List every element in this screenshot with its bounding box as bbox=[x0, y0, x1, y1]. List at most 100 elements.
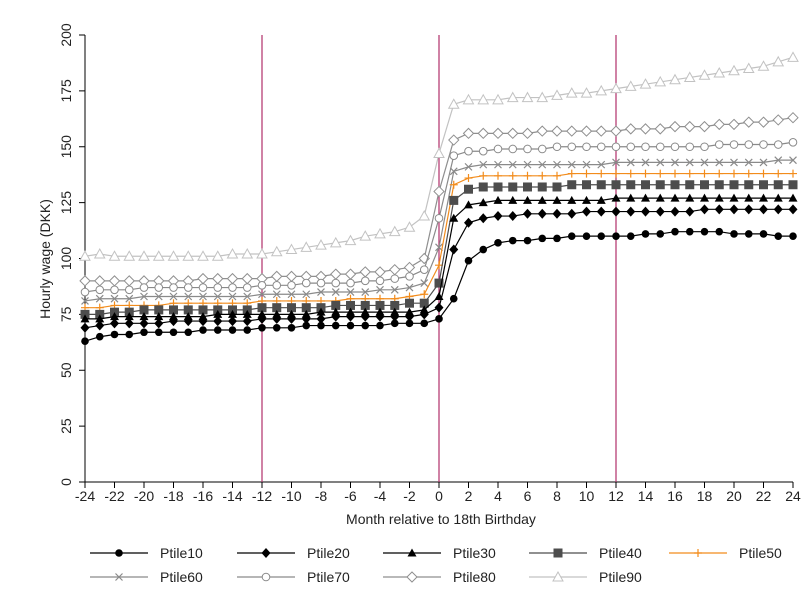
data-point bbox=[523, 160, 532, 169]
data-point bbox=[272, 290, 281, 299]
y-tick-label: 25 bbox=[58, 418, 74, 434]
x-tick-label: 4 bbox=[494, 488, 502, 504]
data-point bbox=[685, 227, 694, 236]
data-point bbox=[125, 294, 134, 303]
data-point bbox=[154, 312, 164, 321]
data-point bbox=[405, 319, 414, 328]
data-point bbox=[523, 171, 532, 180]
data-point bbox=[434, 302, 444, 313]
data-point bbox=[656, 169, 665, 178]
data-point bbox=[198, 305, 208, 315]
data-point bbox=[787, 51, 799, 62]
data-point bbox=[729, 180, 739, 190]
data-point bbox=[272, 281, 282, 290]
data-point bbox=[139, 318, 149, 329]
data-point bbox=[774, 232, 783, 240]
data-point bbox=[197, 272, 209, 285]
data-point bbox=[582, 206, 591, 217]
data-point bbox=[390, 319, 399, 328]
data-point bbox=[580, 87, 593, 98]
data-point bbox=[582, 195, 591, 204]
data-point bbox=[656, 230, 665, 238]
data-point bbox=[477, 93, 490, 105]
data-point bbox=[700, 204, 709, 215]
data-point bbox=[464, 174, 473, 183]
data-point bbox=[93, 248, 106, 259]
data-point bbox=[183, 283, 193, 292]
x-tick-label: -10 bbox=[281, 488, 301, 504]
data-point bbox=[124, 285, 134, 295]
data-point bbox=[228, 316, 237, 327]
data-point bbox=[537, 144, 547, 154]
data-point bbox=[700, 180, 709, 190]
data-point bbox=[715, 227, 724, 236]
data-point bbox=[479, 171, 488, 180]
data-point bbox=[433, 185, 445, 198]
data-point bbox=[641, 230, 650, 238]
data-point bbox=[508, 182, 518, 192]
data-point bbox=[639, 78, 652, 89]
legend-label: Ptile40 bbox=[599, 545, 642, 561]
data-point bbox=[685, 193, 695, 202]
data-point bbox=[595, 125, 607, 137]
data-point bbox=[287, 290, 296, 299]
data-point bbox=[375, 311, 385, 322]
data-point bbox=[360, 300, 370, 310]
data-point bbox=[626, 232, 635, 240]
data-point bbox=[434, 213, 444, 223]
data-point bbox=[670, 206, 680, 217]
data-point bbox=[729, 140, 739, 149]
data-point bbox=[344, 234, 357, 246]
data-point bbox=[464, 200, 473, 209]
data-point bbox=[79, 250, 91, 261]
data-point bbox=[552, 208, 562, 219]
data-point bbox=[375, 300, 385, 310]
data-point bbox=[494, 171, 502, 180]
data-point bbox=[272, 323, 281, 332]
data-point bbox=[285, 243, 298, 255]
data-point bbox=[612, 169, 620, 178]
data-point bbox=[655, 142, 665, 152]
x-tick-label: 22 bbox=[756, 488, 772, 504]
y-tick-label: 150 bbox=[58, 135, 74, 159]
x-tick-label: 18 bbox=[697, 488, 713, 504]
data-point bbox=[700, 193, 709, 202]
data-point bbox=[538, 160, 547, 169]
data-point bbox=[655, 193, 665, 202]
data-point bbox=[715, 158, 724, 167]
data-point bbox=[492, 127, 504, 140]
data-point bbox=[449, 195, 459, 205]
data-point bbox=[523, 236, 532, 245]
data-point bbox=[641, 206, 650, 217]
data-point bbox=[464, 217, 473, 228]
data-point bbox=[331, 321, 340, 330]
x-tick-label: -4 bbox=[374, 488, 387, 504]
data-point bbox=[389, 263, 401, 276]
data-point bbox=[493, 195, 503, 204]
data-point bbox=[641, 180, 650, 190]
data-point bbox=[506, 91, 519, 103]
data-point bbox=[523, 182, 532, 192]
data-point bbox=[108, 250, 121, 261]
data-point bbox=[610, 82, 622, 94]
data-point bbox=[256, 248, 268, 259]
data-point bbox=[757, 60, 770, 71]
data-point bbox=[198, 316, 208, 327]
x-tick-label: -12 bbox=[252, 488, 272, 504]
x-axis-label: Month relative to 18th Birthday bbox=[346, 511, 536, 527]
data-point bbox=[611, 193, 621, 202]
data-point bbox=[582, 232, 591, 240]
data-point bbox=[508, 236, 517, 245]
data-point bbox=[449, 213, 459, 222]
data-point bbox=[788, 137, 798, 147]
data-point bbox=[729, 204, 739, 215]
data-point bbox=[611, 180, 621, 190]
data-point bbox=[685, 180, 695, 190]
data-point bbox=[641, 193, 650, 202]
data-point bbox=[774, 169, 783, 178]
data-point bbox=[464, 162, 473, 171]
data-point bbox=[713, 118, 725, 131]
data-point bbox=[624, 80, 637, 91]
data-point bbox=[115, 573, 123, 581]
reference-lines bbox=[261, 35, 617, 482]
